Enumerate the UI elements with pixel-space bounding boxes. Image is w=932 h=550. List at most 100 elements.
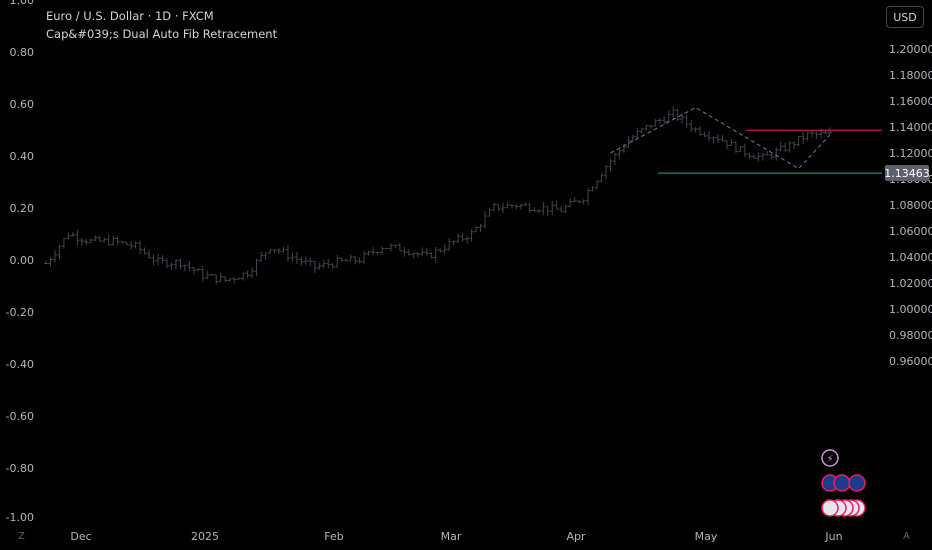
time-tick-label: Dec [70, 530, 91, 543]
timezone-marker[interactable]: Z [18, 531, 25, 542]
time-axis: Dec 2025 Feb Mar Apr May Jun [70, 530, 842, 543]
ohlc-bar [774, 146, 779, 161]
ohlc-bar [451, 240, 456, 246]
ohlc-bar [801, 132, 806, 144]
time-tick-label: 2025 [191, 530, 219, 543]
fib-overlays [610, 106, 882, 174]
right-tick-label: 1.16000 [889, 95, 932, 108]
ohlc-bar [460, 233, 465, 242]
ohlc-bar [518, 203, 523, 210]
time-tick-label: Jun [824, 530, 842, 543]
ohlc-bar [742, 143, 747, 158]
ohlc-bar [536, 209, 541, 214]
eu-flag-icon[interactable] [833, 474, 851, 492]
ohlc-bar [554, 200, 559, 210]
ohlc-bar [456, 233, 461, 243]
ohlc-bar [312, 260, 317, 273]
ohlc-bar [483, 211, 488, 229]
ohlc-bar [344, 258, 349, 262]
ohlc-bar [362, 250, 367, 264]
ohlc-bar [366, 250, 371, 256]
ohlc-bar [178, 258, 183, 270]
ohlc-bar [303, 256, 308, 265]
ohlc-bar [335, 254, 340, 268]
ohlc-bar [630, 134, 635, 142]
eu-flag-icon[interactable] [848, 474, 866, 492]
ohlc-bar [330, 262, 335, 270]
ohlc-bar [44, 260, 48, 265]
currency-button[interactable]: USD [886, 6, 924, 28]
ohlc-bar [406, 249, 411, 256]
symbol-title[interactable]: Euro / U.S. Dollar · 1D · FXCM [46, 9, 214, 23]
ohlc-bar [599, 173, 604, 182]
indicator-badges[interactable]: ⚡ [821, 449, 866, 517]
ohlc-bar [232, 277, 237, 284]
ohlc-bar [102, 237, 107, 243]
ohlc-bar [93, 235, 98, 242]
ohlc-bar [375, 251, 380, 255]
ohlc-bar [348, 254, 353, 262]
ohlc-bar [550, 200, 555, 216]
time-tick-label: May [695, 530, 718, 543]
time-tick-label: Feb [324, 530, 343, 543]
left-tick-label: 0.20 [10, 202, 35, 215]
ohlc-bar [285, 244, 290, 262]
ohlc-bar [644, 125, 649, 131]
ohlc-bar [666, 110, 671, 123]
ohlc-bar [276, 248, 281, 255]
ohlc-bar [402, 247, 407, 257]
ohlc-bar [173, 258, 178, 270]
ohlc-bar [612, 152, 617, 165]
ohlc-bar [205, 270, 210, 280]
ohlc-bar [254, 258, 259, 277]
ohlc-bar [720, 135, 725, 142]
lightning-icon[interactable] [821, 449, 839, 467]
ohlc-bar [263, 252, 268, 260]
ohlc-bar [509, 204, 514, 209]
ohlc-bar [84, 239, 89, 246]
ohlc-bar [317, 262, 322, 270]
ohlc-bar [792, 141, 797, 150]
ohlc-bar [299, 256, 304, 266]
ohlc-bar [500, 202, 505, 214]
ohlc-bar [447, 238, 452, 251]
us-flag-icon[interactable] [821, 499, 839, 517]
ohlc-bar [281, 246, 286, 254]
ohlc-bar [129, 241, 134, 250]
ohlc-bar [698, 126, 703, 137]
ohlc-bar [756, 152, 761, 162]
ohlc-bar [209, 273, 214, 276]
ohlc-bar [559, 205, 564, 213]
ohlc-bar [66, 232, 71, 240]
indicator-title[interactable]: Cap&#039;s Dual Auto Fib Retracement [46, 27, 278, 41]
ohlc-bar [371, 247, 376, 256]
ohlc-bar [321, 259, 326, 269]
ohlc-bar [236, 277, 241, 280]
auto-scale-button[interactable]: A [903, 531, 910, 542]
ohlc-bar [308, 257, 313, 266]
ohlc-bar [465, 236, 470, 244]
right-tick-label: 1.04000 [889, 251, 932, 264]
ohlc-bar [532, 207, 537, 212]
ohlc-bar [586, 187, 591, 206]
ohlc-bar [223, 276, 228, 282]
ohlc-bar [675, 108, 680, 122]
ohlc-bar [707, 130, 712, 142]
ohlc-bar [259, 251, 264, 262]
ohlc-bar [138, 240, 143, 255]
ohlc-bar [420, 247, 425, 256]
left-axis: 1.00 0.80 0.60 0.40 0.20 0.00 -0.20 -0.40 -0.60 -… [6, 0, 34, 524]
ohlc-bar [527, 202, 532, 213]
ohlc-bar [191, 267, 196, 275]
ohlc-bar [796, 135, 801, 147]
ohlc-bar [241, 272, 246, 281]
ohlc-bar [729, 138, 734, 146]
time-tick-label: Mar [441, 530, 462, 543]
ohlc-bar [70, 232, 75, 237]
ohlc-bar [496, 204, 501, 211]
ohlc-bar [635, 127, 640, 138]
right-tick-label: 1.08000 [889, 199, 932, 212]
ohlc-bar [505, 202, 510, 209]
ohlc-bar [433, 246, 438, 263]
